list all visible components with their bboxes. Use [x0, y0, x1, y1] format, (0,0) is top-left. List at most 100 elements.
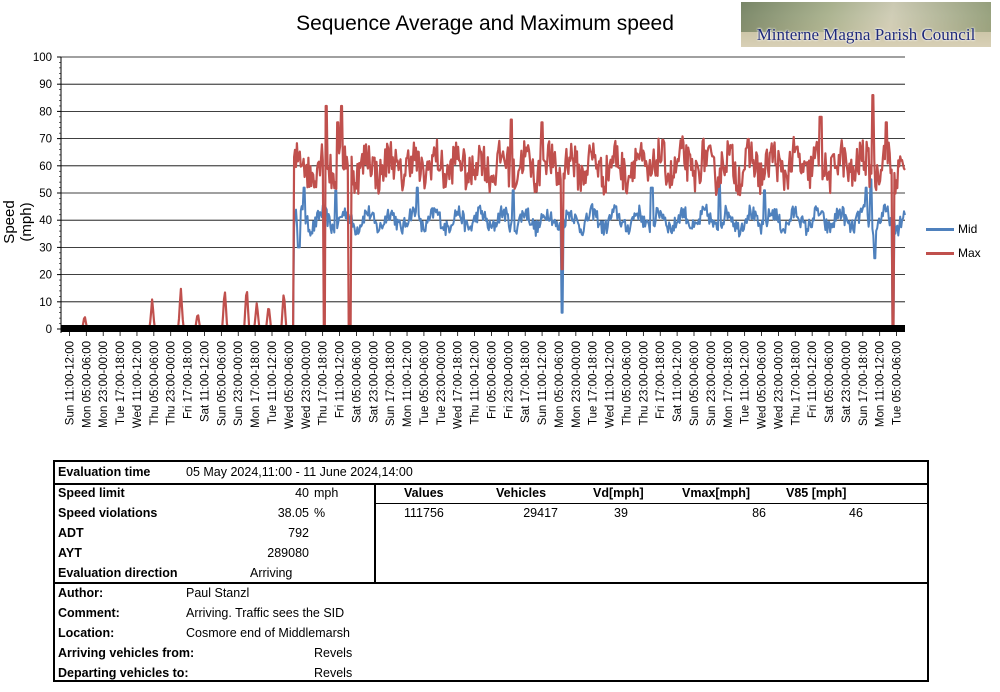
direction-label: Evaluation direction — [58, 566, 178, 580]
value-vmax: 86 — [752, 506, 766, 520]
x-tick-label: Mon 05:00-06:00 — [554, 341, 566, 428]
x-tick-label: Mon 11:00-12:00 — [875, 341, 887, 427]
col-header-vmax: Vmax[mph] — [682, 486, 751, 500]
x-tick-label: Wed 11:00-12:00 — [132, 341, 144, 428]
table-divider — [374, 483, 376, 583]
legend-label-max: Max — [958, 246, 981, 260]
x-tick-label: Wed 23:00-00:00 — [773, 341, 785, 429]
x-tick-label: Sat 11:00-12:00 — [199, 341, 211, 422]
x-tick-label: Fri 11:00-12:00 — [335, 341, 347, 418]
x-tick-label: Wed 05:00-06:00 — [284, 341, 296, 429]
speed-violations-label: Speed violations — [58, 506, 158, 520]
x-tick-label: Tue 05:00-06:00 — [419, 341, 431, 425]
chart-title: Sequence Average and Maximum speed — [296, 12, 674, 35]
comment-label: Comment: — [58, 606, 120, 620]
y-tick-label: 80 — [39, 106, 52, 118]
x-tick-label: Mon 11:00-12:00 — [402, 341, 414, 427]
x-tick-label: Fri 17:00-18:00 — [655, 341, 667, 419]
y-tick-label: 30 — [39, 242, 52, 254]
table-divider — [374, 503, 927, 504]
location-value: Cosmore end of Middlemarsh — [186, 626, 350, 640]
eval-time-value: 05 May 2024,11:00 - 11 June 2024,14:00 — [186, 465, 413, 479]
y-tick-label: 70 — [39, 134, 52, 146]
col-header-v85: V85 [mph] — [786, 486, 847, 500]
x-tick-label: Sat 11:00-12:00 — [672, 341, 684, 422]
speed-violations-value: 38.05 — [277, 506, 309, 520]
x-tick-label: Tue 11:00-12:00 — [740, 341, 752, 424]
table-divider — [55, 582, 927, 584]
series-line-mid — [61, 178, 906, 330]
x-tick-label: Thu 05:00-06:00 — [621, 341, 633, 425]
speed-limit-unit: mph — [314, 486, 339, 500]
x-tick-label: Sun 23:00-00:00 — [233, 341, 245, 426]
x-tick-label: Tue 05:00-06:00 — [892, 341, 904, 425]
adt-label: ADT — [58, 526, 84, 540]
x-tick-label: Sun 11:00-12:00 — [537, 341, 549, 425]
legend-item-mid: Mid — [926, 222, 977, 236]
author-value: Paul Stanzl — [186, 586, 250, 600]
x-axis-baseline — [61, 325, 905, 332]
arriving-from-label: Arriving vehicles from: — [58, 646, 195, 660]
x-tick-label: Thu 05:00-06:00 — [149, 341, 161, 425]
x-tick-label: Wed 11:00-12:00 — [605, 341, 617, 428]
x-tick-label: Wed 17:00-18:00 — [453, 341, 465, 429]
evaluation-summary-table: Evaluation time 05 May 2024,11:00 - 11 J… — [53, 460, 929, 682]
x-tick-label: Mon 23:00-00:00 — [571, 341, 583, 428]
speed-limit-value: 40 — [295, 486, 309, 500]
y-tick-label: 10 — [39, 297, 52, 309]
y-tick-label: 40 — [39, 215, 52, 227]
x-tick-label: Sun 17:00-18:00 — [858, 341, 870, 426]
value-values: 111756 — [404, 506, 444, 520]
table-divider — [55, 483, 927, 485]
legend-swatch-mid — [926, 227, 954, 231]
y-tick-label: 0 — [46, 324, 52, 336]
y-tick-label: 100 — [33, 52, 52, 64]
adt-value: 792 — [288, 526, 309, 540]
x-tick-label: Wed 23:00-00:00 — [301, 341, 313, 429]
departing-to-label: Departing vehicles to: — [58, 666, 189, 680]
x-tick-label: Tue 17:00-18:00 — [115, 341, 127, 425]
x-tick-label: Sat 17:00-18:00 — [520, 341, 532, 423]
y-tick-label: 90 — [39, 79, 52, 91]
x-tick-label: Fri 05:00-06:00 — [486, 341, 498, 419]
logo-text: Minterne Magna Parish Council — [756, 25, 976, 44]
x-tick-label: Sun 23:00-00:00 — [706, 341, 718, 426]
x-tick-label: Fri 23:00-00:00 — [503, 341, 515, 419]
x-tick-label: Mon 05:00-06:00 — [81, 341, 93, 428]
col-header-values: Values — [404, 486, 444, 500]
landscape-photo — [741, 2, 991, 32]
value-vd: 39 — [614, 506, 628, 520]
x-tick-label: Sat 05:00-06:00 — [824, 341, 836, 423]
x-tick-label: Mon 17:00-18:00 — [723, 341, 735, 428]
x-tick-label: Thu 23:00-00:00 — [166, 341, 178, 425]
speed-violations-unit: % — [314, 506, 326, 520]
x-tick-label: Sun 11:00-12:00 — [64, 341, 76, 425]
x-tick-label: Thu 17:00-18:00 — [318, 341, 330, 425]
y-tick-label: 20 — [39, 270, 52, 282]
direction-value: Arriving — [250, 566, 293, 580]
arriving-from-value: Revels — [314, 646, 353, 660]
col-header-vd: Vd[mph] — [593, 486, 644, 500]
x-tick-label: Sat 05:00-06:00 — [351, 341, 363, 423]
x-tick-label: Sat 23:00-00:00 — [368, 341, 380, 423]
x-tick-label: Sun 05:00-06:00 — [216, 341, 228, 426]
ayt-value: 289080 — [267, 546, 309, 560]
x-tick-label: Thu 17:00-18:00 — [790, 341, 802, 425]
x-tick-label: Thu 11:00-12:00 — [470, 341, 482, 425]
legend-swatch-max — [926, 251, 954, 255]
x-tick-label: Fri 11:00-12:00 — [807, 341, 819, 418]
y-tick-label: 60 — [39, 161, 52, 173]
value-vehicles: 29417 — [523, 506, 558, 520]
x-tick-label: Sun 05:00-06:00 — [689, 341, 701, 426]
parish-council-logo: Minterne Magna Parish Council — [741, 2, 991, 47]
x-tick-label: Mon 23:00-00:00 — [98, 341, 110, 428]
value-v85: 46 — [849, 506, 863, 520]
y-tick-label: 50 — [39, 188, 52, 200]
x-tick-label: Mon 17:00-18:00 — [250, 341, 262, 428]
author-label: Author: — [58, 586, 104, 600]
x-tick-label: Tue 23:00-00:00 — [436, 341, 448, 425]
x-tick-label: Tue 17:00-18:00 — [588, 341, 600, 425]
eval-time-label: Evaluation time — [58, 465, 151, 479]
x-tick-label: Fri 17:00-18:00 — [183, 341, 195, 419]
legend-label-mid: Mid — [958, 222, 978, 236]
